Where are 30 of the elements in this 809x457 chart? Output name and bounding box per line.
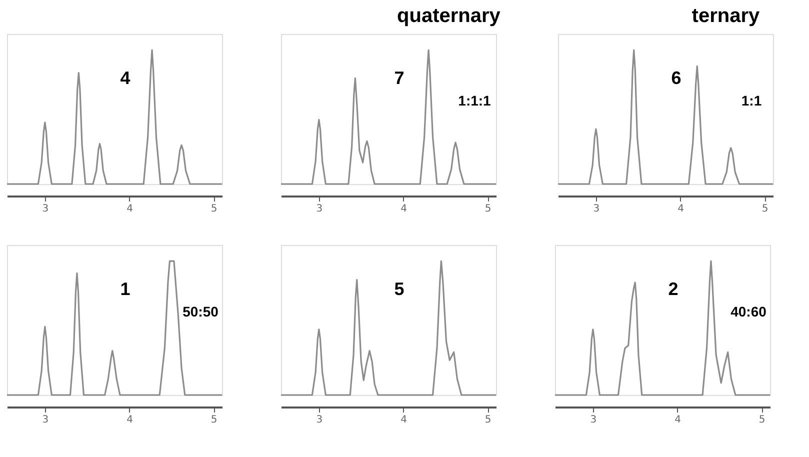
x-tick-label: 4 <box>674 414 681 426</box>
x-tick-label: 5 <box>484 414 492 426</box>
annotation: 4 <box>120 68 130 88</box>
text: ternary <box>692 5 760 27</box>
x-tick-label: 5 <box>210 414 218 426</box>
x-tick-label: 4 <box>678 204 684 214</box>
text: quaternary <box>397 5 502 27</box>
annotation: 1:1 <box>741 92 762 108</box>
x-tick-label: 3 <box>590 414 597 426</box>
x-tick-label: 3 <box>316 414 323 426</box>
annotation: 50:50 <box>182 304 219 320</box>
x-tick-label: 3 <box>593 204 600 214</box>
x-tick-label: 4 <box>126 414 133 426</box>
x-tick-label: 5 <box>758 414 766 426</box>
x-tick-label: 3 <box>42 204 49 214</box>
annotation: 40:60 <box>730 304 767 320</box>
x-tick-label: 5 <box>210 204 218 214</box>
x-tick-label: 4 <box>400 414 407 426</box>
x-tick-label: 3 <box>42 414 49 426</box>
x-tick-label: 5 <box>484 204 492 214</box>
annotation: 1 <box>120 279 130 299</box>
annotation: 1:1:1 <box>458 92 492 108</box>
x-tick-label: 4 <box>400 204 407 214</box>
annotation: 2 <box>668 279 678 299</box>
annotation: 6 <box>671 68 682 88</box>
x-tick-label: 4 <box>126 204 133 214</box>
x-tick-label: 5 <box>762 204 768 214</box>
x-tick-label: 3 <box>316 204 323 214</box>
annotation: 5 <box>394 279 404 299</box>
annotation: 7 <box>394 68 404 88</box>
